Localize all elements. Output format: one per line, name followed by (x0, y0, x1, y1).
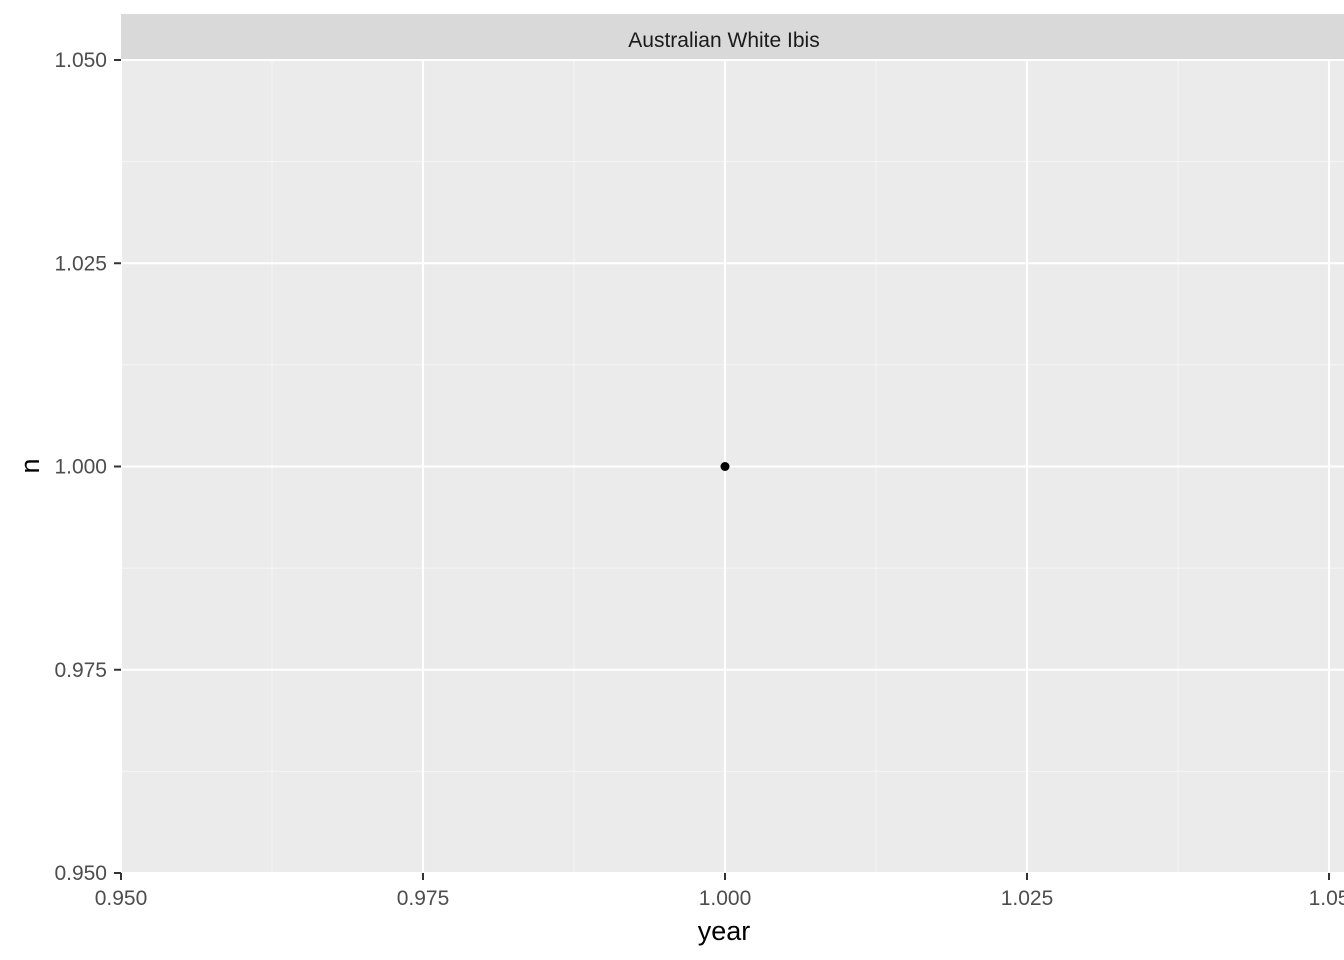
y-tick-label: 0.950 (54, 862, 107, 885)
data-point (720, 462, 730, 471)
facet-strip (121, 14, 1344, 60)
y-tick-label: 1.025 (54, 252, 107, 275)
x-axis: 0.950 0.975 1.000 1.025 1.05 (95, 873, 1344, 910)
x-tick-label: 0.950 (95, 887, 148, 910)
y-axis-title: n (15, 458, 45, 473)
x-tick-label: 0.975 (397, 887, 450, 910)
x-tick-label: 1.000 (699, 887, 752, 910)
facet-strip-label: Australian White Ibis (628, 29, 819, 52)
x-tick-label: 1.05 (1309, 887, 1344, 910)
data-points (720, 462, 730, 471)
y-tick-label: 1.050 (54, 49, 107, 72)
y-tick-label: 1.000 (54, 456, 107, 479)
y-tick-label: 0.975 (54, 659, 107, 682)
x-tick-label: 1.025 (1001, 887, 1054, 910)
y-axis: 0.950 0.975 1.000 1.025 1.050 (54, 49, 121, 885)
x-axis-title: year (698, 916, 751, 946)
